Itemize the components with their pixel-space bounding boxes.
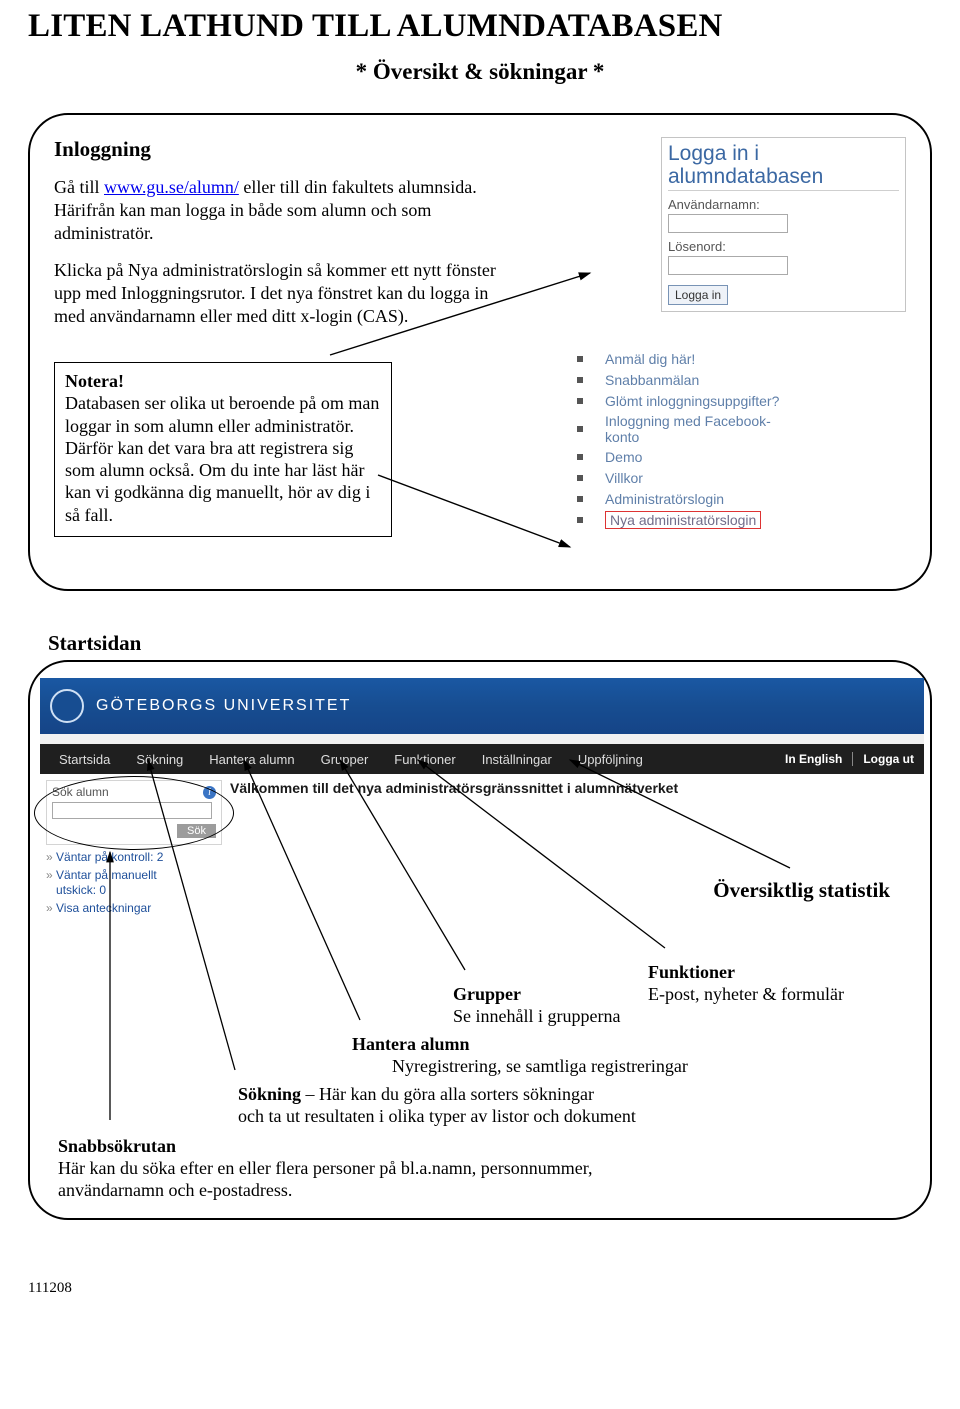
nav-english[interactable]: In English [775,752,852,766]
link-newadminlogin[interactable]: Nya administratörslogin [577,511,906,529]
notera-heading: Notera! [65,371,381,392]
ll-4: Demo [605,449,642,465]
bullet-icon [577,426,583,432]
bullet-icon [577,496,583,502]
sokning-t2: och ta ut resultaten i olika typer av li… [238,1106,636,1126]
sokning-t1: – Här kan du göra alla sorters sökningar [301,1084,594,1104]
grupper-t: Se innehåll i grupperna [453,1006,620,1026]
funktioner-h: Funktioner [648,962,735,982]
bullet-icon [577,475,583,481]
link-fb1[interactable]: Inloggning med Facebook-konto [577,413,906,445]
login-panel-title: Logga in i alumndatabasen [668,142,899,191]
startsidan-heading: Startsidan [48,631,932,656]
login-panel-mock: Logga in i alumndatabasen Användarnamn: … [661,137,906,312]
grupper-h: Grupper [453,984,521,1004]
link-demo[interactable]: Demo [577,448,906,466]
alumn-url-link[interactable]: www.gu.se/alumn/ [104,177,239,197]
ll-6: Administratörslogin [605,491,724,507]
login-button[interactable]: Logga in [668,285,728,305]
ll-0: Anmäl dig här! [605,351,695,367]
username-label: Användarnamn: [668,197,899,212]
bullet-icon [577,517,583,523]
nav-install[interactable]: Inställningar [469,752,565,767]
oversiktlig-statistik-label: Översiktlig statistik [713,878,890,904]
password-label: Lösenord: [668,239,899,254]
ll-1: Snabbanmälan [605,372,699,388]
ll-3: Inloggning med Facebook-konto [605,413,785,445]
link-glomt[interactable]: Glömt inloggningsuppgifter? [577,392,906,410]
login-links-list: Anmäl dig här! Snabbanmälan Glömt inlogg… [539,350,906,529]
nav-logout[interactable]: Logga ut [853,752,924,766]
section-startsidan-bubble: GÖTEBORGS UNIVERSITET Startsida Sökning … [28,660,932,1220]
bullet-icon [577,356,583,362]
footer-date: 111208 [28,1280,932,1297]
nav-uppfolj[interactable]: Uppföljning [565,752,656,767]
page-subtitle: * Översikt & sökningar * [28,59,932,85]
page-title: LITEN LATHUND TILL ALUMNDATABASEN [28,8,932,45]
bullet-icon [577,454,583,460]
nav-grupper[interactable]: Grupper [308,752,382,767]
p1a: Gå till [54,177,104,197]
snabb-h: Snabbsökrutan [58,1136,176,1156]
ll-5: Villkor [605,470,643,486]
nav-startsida[interactable]: Startsida [46,752,123,767]
side-a[interactable]: » Väntar på kontroll: 2 [46,850,924,865]
password-input[interactable] [668,256,788,275]
notera-box: Notera! Databasen ser olika ut beroende … [54,362,392,537]
link-snabb[interactable]: Snabbanmälan [577,371,906,389]
funktioner-t: E-post, nyheter & formulär [648,984,844,1004]
login-para-2: Klicka på Nya administratörslogin så kom… [54,259,521,328]
gu-text: GÖTEBORGS UNIVERSITET [96,697,351,715]
grey-strip [40,734,924,744]
ll-7: Nya administratörslogin [605,511,761,529]
username-input[interactable] [668,214,788,233]
nav-hantera[interactable]: Hantera alumn [196,752,307,767]
bullet-icon [577,377,583,383]
bullet-icon [577,398,583,404]
nav-bar: Startsida Sökning Hantera alumn Grupper … [40,744,924,774]
ll-2: Glömt inloggningsuppgifter? [605,393,779,409]
nav-sokning[interactable]: Sökning [123,752,196,767]
gu-logo-icon [50,689,84,723]
link-villkor[interactable]: Villkor [577,469,906,487]
notera-text: Databasen ser olika ut beroende på om ma… [65,392,381,526]
link-anmal[interactable]: Anmäl dig här! [577,350,906,368]
hantera-h: Hantera alumn [352,1034,470,1054]
sokning-h: Sökning [238,1084,301,1104]
login-para-1: Gå till www.gu.se/alumn/ eller till din … [54,176,521,245]
hantera-t: Nyregistrering, se samtliga registrering… [392,1056,688,1076]
link-adminlogin[interactable]: Administratörslogin [577,490,906,508]
snabb-t: Här kan du söka efter en eller flera per… [58,1158,593,1200]
nav-funktioner[interactable]: Funktioner [381,752,468,767]
section-login-bubble: Inloggning Gå till www.gu.se/alumn/ elle… [28,113,932,591]
gu-header-band: GÖTEBORGS UNIVERSITET [40,678,924,734]
login-heading: Inloggning [54,137,521,162]
highlight-oval-icon [34,776,234,850]
